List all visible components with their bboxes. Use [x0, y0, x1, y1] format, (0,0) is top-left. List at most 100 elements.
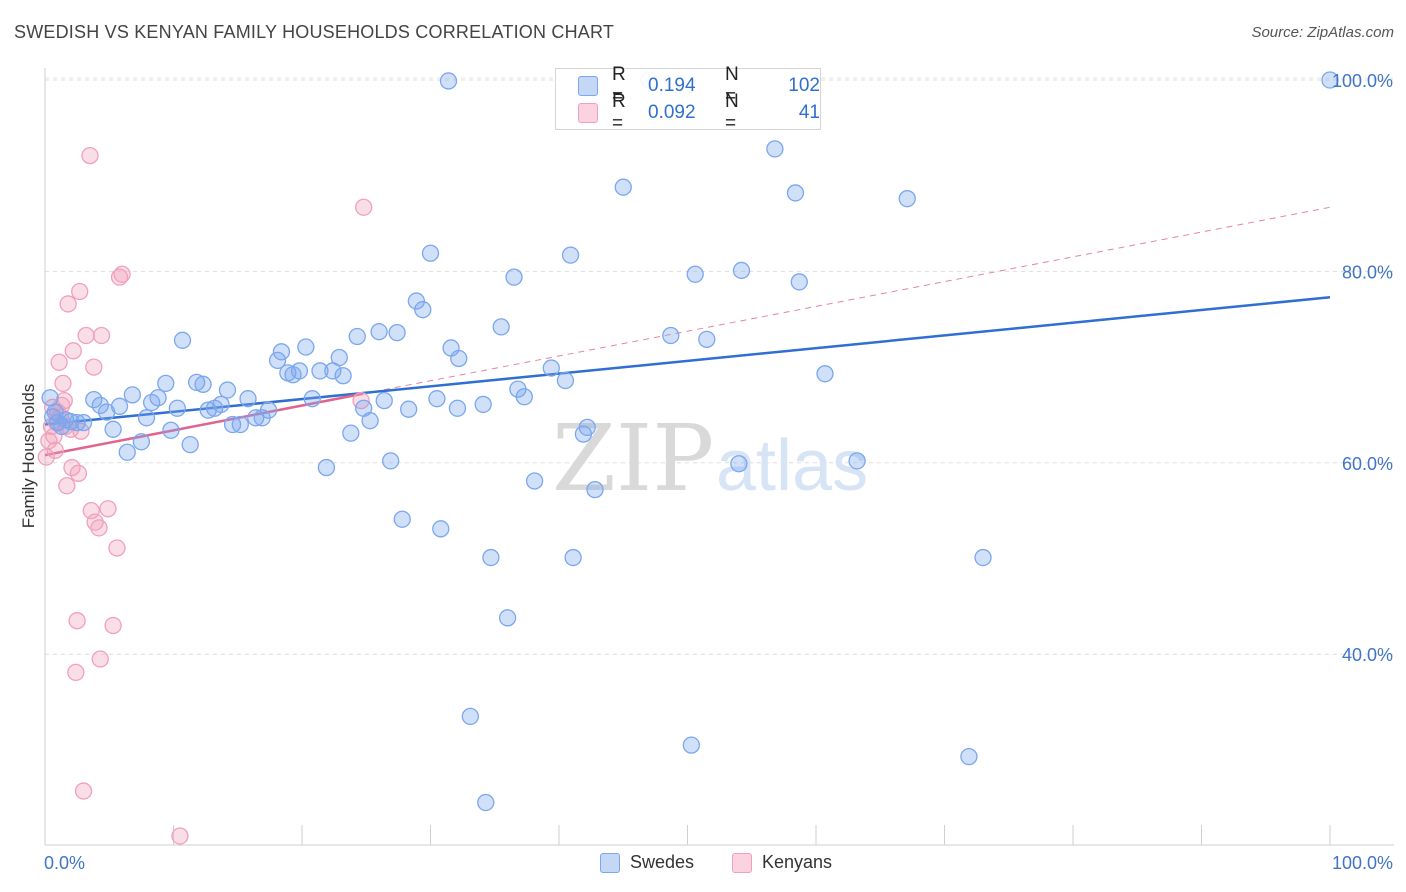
- legend-r-value: 0.092: [648, 102, 696, 123]
- legend-label-swedes: Swedes: [630, 852, 695, 872]
- swedes-points: [41, 71, 1339, 812]
- swedes-point: [162, 421, 180, 439]
- swedes-point: [474, 395, 492, 414]
- swedes-point: [525, 472, 544, 490]
- swedes-point: [212, 395, 230, 414]
- swedes-point: [247, 409, 265, 427]
- kenyans-point: [74, 782, 93, 800]
- swedes-point: [461, 707, 479, 726]
- swedes-point: [766, 140, 784, 158]
- watermark-zip: ZIP: [552, 405, 714, 512]
- y-tick-label: 100.0%: [1332, 71, 1393, 91]
- y-tick-label: 40.0%: [1342, 645, 1393, 665]
- kenyans-point: [55, 391, 73, 410]
- swedes-point: [974, 548, 992, 567]
- swedes-point: [348, 327, 366, 346]
- legend-n-label: N =: [725, 64, 739, 107]
- swedes-point: [149, 389, 167, 407]
- swedes-point: [498, 609, 517, 627]
- swedes-point: [698, 330, 716, 348]
- swedes-point: [564, 548, 582, 567]
- legend-swatch-swedes: [578, 76, 598, 96]
- kenyans-point: [54, 374, 72, 393]
- kenyans-point: [90, 519, 108, 537]
- swedes-point: [492, 318, 510, 336]
- swedes-point: [74, 413, 93, 432]
- swedes-point: [68, 413, 86, 432]
- swedes-point: [662, 326, 680, 345]
- kenyans-point: [68, 612, 86, 630]
- tick-labels: 40.0% 60.0% 80.0% 100.0% 0.0% 100.0%: [44, 71, 1393, 873]
- legend-item-swedes[interactable]: Swedes: [600, 852, 694, 873]
- watermark: ZIP atlas: [552, 405, 868, 512]
- swedes-point: [104, 420, 122, 438]
- kenyans-point: [92, 326, 111, 345]
- swedes-point: [342, 424, 360, 442]
- swedes-point: [428, 390, 446, 408]
- legend-swatch-swedes: [600, 852, 620, 873]
- legend-label-kenyans: Kenyans: [762, 852, 833, 872]
- chart-title: SWEDISH VS KENYAN FAMILY HOUSEHOLDS CORR…: [14, 22, 615, 42]
- swedes-point: [272, 343, 291, 361]
- swedes-point: [450, 349, 468, 368]
- kenyans-point: [69, 464, 88, 482]
- kenyans-point: [64, 342, 82, 360]
- swedes-point: [477, 793, 495, 812]
- kenyans-trend-extension: [362, 206, 1331, 395]
- kenyans-points: [37, 146, 373, 845]
- swedes-point: [1321, 71, 1339, 89]
- kenyans-point: [104, 616, 122, 635]
- swedes-point: [110, 397, 129, 415]
- swedes-point: [137, 409, 156, 427]
- swedes-point: [187, 373, 206, 392]
- swedes-point: [157, 374, 175, 393]
- swedes-point: [181, 435, 199, 454]
- swedes-point: [393, 510, 411, 528]
- swedes-point: [421, 244, 440, 262]
- swedes-point: [682, 736, 701, 754]
- series-legend: Swedes Kenyans: [0, 852, 1406, 878]
- swedes-point: [482, 548, 500, 567]
- stats-legend: R = 0.194 N = 102 R = 0.092 N = 41: [555, 64, 821, 134]
- swedes-point: [816, 365, 834, 383]
- swedes-point: [330, 348, 348, 367]
- swedes-point: [218, 381, 237, 399]
- watermark-atlas: atlas: [716, 426, 868, 506]
- legend-n-label: N =: [725, 91, 739, 134]
- kenyans-point: [110, 268, 129, 286]
- kenyans-point: [85, 358, 103, 376]
- swedes-point: [231, 415, 249, 434]
- swedes-point: [91, 396, 109, 415]
- swedes-point: [515, 388, 533, 406]
- swedes-point: [542, 359, 560, 377]
- swedes-point: [239, 390, 257, 408]
- swedes-point: [382, 452, 400, 470]
- swedes-point: [448, 399, 467, 417]
- swedes-point: [118, 443, 136, 461]
- swedes-point: [614, 178, 632, 196]
- x-tick-label: 0.0%: [44, 853, 85, 873]
- kenyans-trend-line: [44, 392, 363, 457]
- grid-layer: [45, 77, 1394, 655]
- legend-n-value: 102: [788, 75, 820, 96]
- swedes-point: [578, 418, 596, 437]
- swedes-point: [898, 190, 916, 208]
- swedes-point: [297, 338, 315, 356]
- swedes-point: [361, 412, 379, 430]
- legend-r-label: R =: [612, 64, 626, 107]
- swedes-point: [290, 362, 309, 380]
- swedes-point: [370, 323, 388, 341]
- swedes-point: [439, 72, 458, 90]
- swedes-point: [790, 273, 808, 291]
- axes-layer: [44, 68, 1394, 846]
- swedes-point: [432, 520, 450, 538]
- swedes-point: [132, 433, 151, 451]
- kenyans-point: [91, 650, 109, 668]
- kenyans-point: [355, 198, 373, 216]
- kenyans-point: [99, 500, 117, 518]
- legend-item-kenyans[interactable]: Kenyans: [732, 852, 832, 873]
- legend-swatch-kenyans: [578, 103, 598, 123]
- swedes-point: [259, 401, 278, 419]
- kenyans-point: [108, 539, 126, 557]
